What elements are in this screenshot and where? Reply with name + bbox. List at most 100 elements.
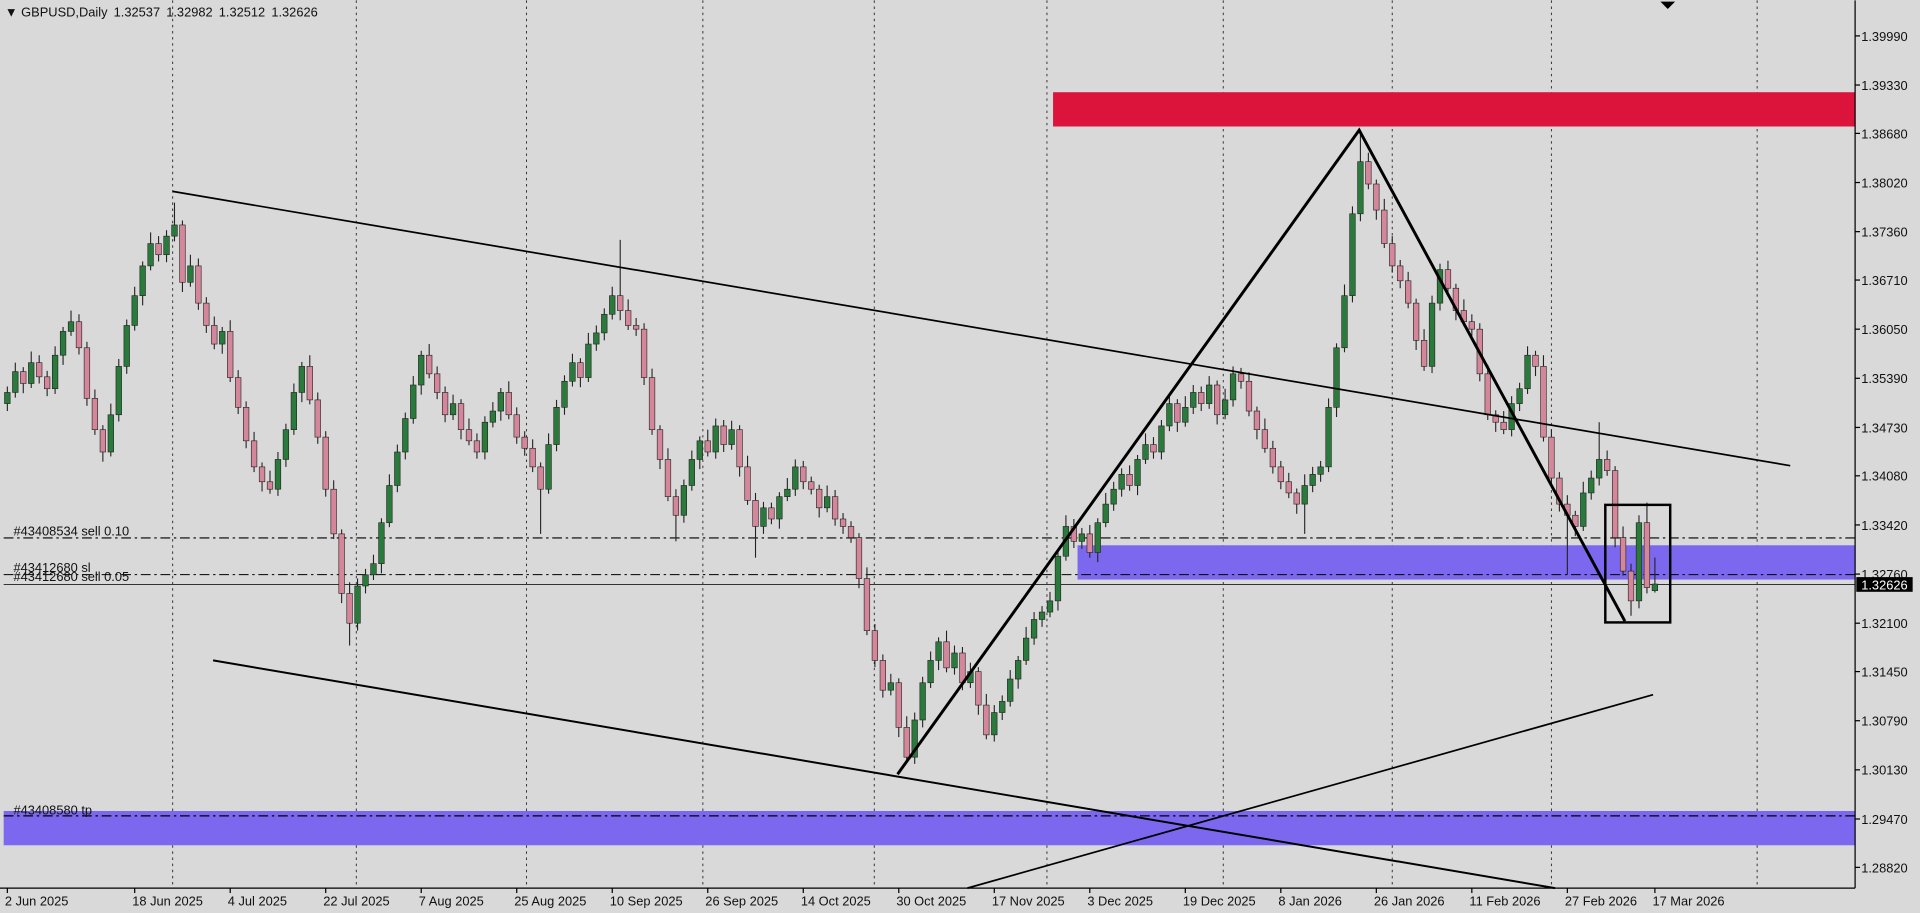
candle-body <box>28 362 35 384</box>
trendline <box>967 693 1654 889</box>
candle-body <box>1134 459 1141 486</box>
candle-body <box>211 325 218 345</box>
candle-body <box>1540 366 1547 438</box>
candle-body <box>59 331 67 356</box>
candle-body <box>155 243 162 256</box>
candle-body <box>227 331 234 378</box>
candle-body <box>1588 477 1595 494</box>
candle-body <box>1102 503 1109 524</box>
candle-body <box>1333 347 1340 408</box>
candle-body <box>640 328 648 378</box>
candle-body <box>863 578 871 631</box>
candle-body <box>609 295 616 315</box>
support-zone <box>1077 545 1856 580</box>
candle-body <box>577 362 584 378</box>
candle-body <box>1627 570 1635 602</box>
candle-body <box>601 313 608 334</box>
candle-body <box>752 500 759 527</box>
candle-body <box>481 421 489 453</box>
y-tick-label: 1.34730 <box>1861 420 1907 435</box>
candle-body <box>529 447 536 468</box>
candle-body <box>354 585 361 624</box>
x-tick-label: 25 Aug 2025 <box>514 893 586 908</box>
candle-body <box>338 533 345 594</box>
candle-body <box>139 265 146 296</box>
x-tick-label: 27 Feb 2026 <box>1565 893 1637 908</box>
target-zone <box>3 810 1856 846</box>
y-tick-label: 1.30790 <box>1861 714 1907 729</box>
x-tick-label: 30 Oct 2025 <box>896 893 966 908</box>
candle-body <box>489 410 496 423</box>
candle-body <box>704 440 711 453</box>
candle-body <box>314 399 321 438</box>
candle-body <box>1007 678 1014 702</box>
candle-body <box>1158 425 1165 453</box>
y-tick-label: 1.38020 <box>1861 175 1907 190</box>
candle-body <box>441 392 449 416</box>
candle-body <box>593 332 600 345</box>
order-label: #43408580 tp <box>13 803 92 818</box>
candle-body <box>951 652 958 669</box>
candle-body <box>378 522 385 564</box>
candle-body <box>1317 466 1324 475</box>
y-tick-label: 1.34080 <box>1861 469 1907 484</box>
candle-body <box>696 440 703 460</box>
candle-body <box>418 354 425 386</box>
open: 1.32537 <box>114 4 160 19</box>
candle-body <box>943 641 950 669</box>
candle-body <box>1405 280 1412 304</box>
candle-body <box>1365 161 1372 185</box>
candle-body <box>107 414 114 453</box>
candle-body <box>1500 421 1507 430</box>
candle-body <box>720 425 727 445</box>
candle-body <box>1094 522 1101 553</box>
candle-body <box>935 641 942 661</box>
candle-body <box>633 325 640 330</box>
candle-body <box>1269 447 1276 468</box>
candle-body <box>274 459 282 490</box>
candle-body <box>12 371 19 393</box>
candle-body <box>585 343 592 378</box>
candle-body <box>983 704 990 736</box>
candle-body <box>831 496 839 520</box>
candle-body <box>203 302 210 326</box>
candle-body <box>1619 537 1627 572</box>
candle-body <box>672 496 680 516</box>
x-tick-label: 18 Jun 2025 <box>132 893 203 908</box>
candle-body <box>1054 555 1062 602</box>
x-tick-label: 19 Dec 2025 <box>1183 893 1256 908</box>
candle-body <box>163 235 170 256</box>
candle-body <box>744 466 751 501</box>
candle-body <box>545 444 552 490</box>
candle-body <box>394 451 401 486</box>
candle-body <box>266 481 274 490</box>
order-label: #43412680 sl <box>13 560 90 575</box>
candle-body <box>83 347 91 399</box>
candle-body <box>1198 392 1205 404</box>
candle-body <box>1468 321 1475 330</box>
candle-body <box>1174 403 1181 423</box>
candles <box>4 131 1659 764</box>
candle-body <box>298 366 305 393</box>
x-tick-label: 17 Nov 2025 <box>992 893 1065 908</box>
candle-body <box>1604 459 1611 471</box>
swing-lines <box>896 127 1627 776</box>
high: 1.32982 <box>166 4 212 19</box>
candle-body <box>1110 488 1117 505</box>
candle-body <box>99 429 106 453</box>
candle-body <box>1126 474 1133 486</box>
marker: ▼ <box>5 4 21 19</box>
candle-body <box>808 481 815 490</box>
candle-body <box>855 537 863 579</box>
candle-body <box>1532 354 1539 367</box>
y-tick-label: 1.36050 <box>1861 322 1907 337</box>
trendline <box>212 659 1556 890</box>
x-tick-label: 4 Jul 2025 <box>228 893 287 908</box>
candle-body <box>784 488 791 497</box>
current-price: 1.32626 <box>1861 577 1907 592</box>
candle-body <box>999 701 1006 713</box>
y-tick-label: 1.39990 <box>1861 29 1907 44</box>
candle-body <box>617 295 624 311</box>
candle-body <box>465 429 473 442</box>
candle-body <box>235 377 242 408</box>
